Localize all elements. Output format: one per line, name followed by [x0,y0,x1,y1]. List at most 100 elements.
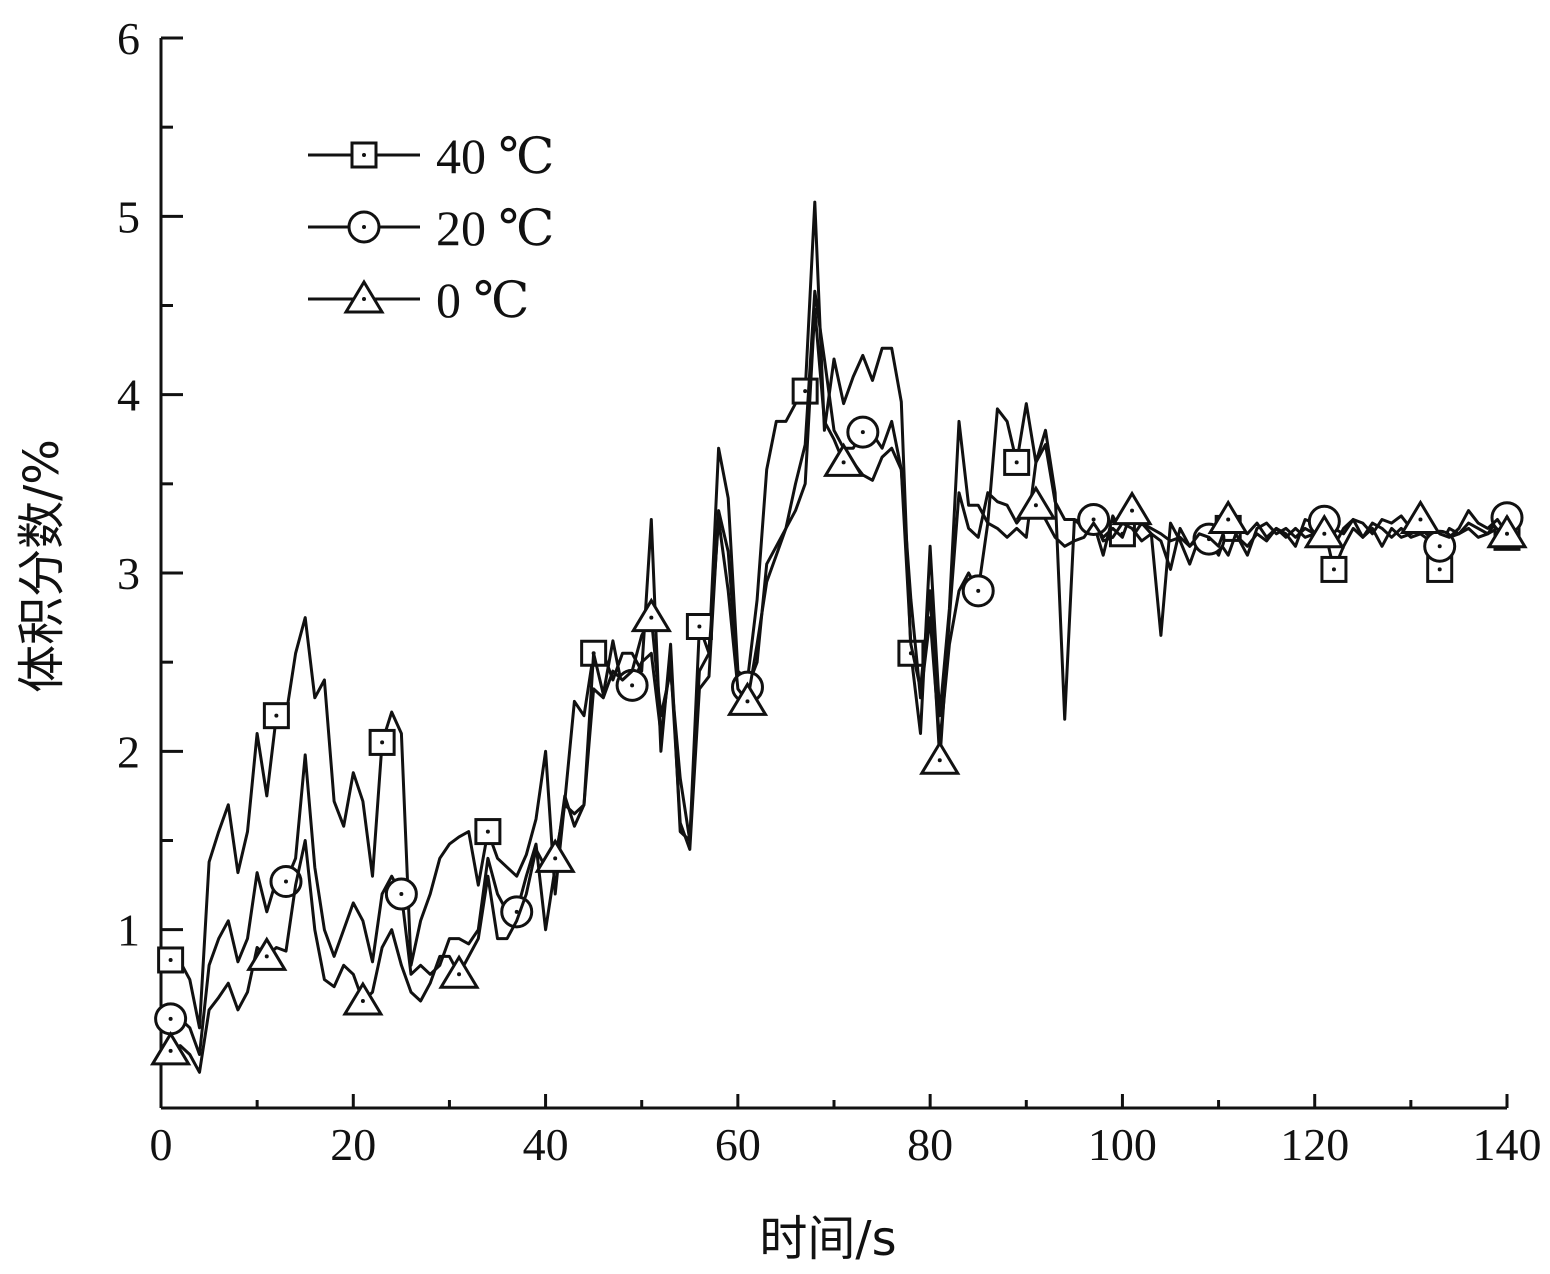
data-point [149,1031,192,1066]
data-point [1399,499,1442,534]
marker-dot [360,999,365,1003]
marker-dot [1322,531,1327,536]
x-tick-label: 0 [150,1119,173,1170]
data-point [474,818,502,846]
x-tick-label: 80 [907,1119,953,1170]
y-tick-label: 6 [117,13,140,64]
marker-dot [1091,517,1096,522]
legend-marker [343,279,385,314]
y-tick-label: 3 [117,548,140,599]
data-point [685,613,713,640]
data-point [500,895,534,929]
marker-dot [697,624,702,629]
marker-dot [1331,567,1336,572]
data-point [630,597,672,633]
marker-dot [362,297,366,301]
x-tick-label: 140 [1473,1119,1542,1170]
x-axis-label: 时间/s [759,1211,896,1267]
data-point [726,681,769,716]
series-line [170,289,1508,1056]
data-point [438,954,480,989]
data-point [791,377,819,405]
data-point [822,442,865,477]
data-point [157,946,185,974]
y-tick-label: 1 [117,905,140,956]
marker-dot [1505,531,1509,536]
legend-item: 40 ℃ [308,128,554,184]
marker-dot [168,957,173,962]
data-point [1320,555,1348,583]
marker-dot [399,892,404,896]
marker-dot [1130,508,1135,513]
marker-dot [1437,567,1442,572]
y-axis-label: 体积分数/% [14,439,70,693]
marker-dot [860,430,865,435]
marker-dot [380,740,385,745]
data-point [1303,513,1345,549]
data-point [1015,485,1057,520]
y-tick-label: 5 [117,191,140,242]
marker-dot [457,972,462,977]
marker-dot [1418,517,1423,522]
marker-dot [168,1048,173,1053]
series-square [157,200,1521,1030]
series-triangle [149,307,1528,1074]
legend: 40 ℃ 20 ℃ 0 ℃ [308,128,554,328]
marker-triangle [1111,490,1153,526]
marker-dot [841,460,846,465]
data-point [961,574,995,608]
marker-dot [1014,460,1019,465]
marker-dot [362,153,366,157]
data-point [1486,513,1528,549]
x-tick-label: 40 [523,1119,569,1170]
marker-dot [514,909,519,914]
data-point [1077,503,1111,536]
marker-dot [553,856,558,861]
marker-dot [649,615,654,620]
data-point [342,981,384,1016]
legend-item: 20 ℃ [308,200,554,256]
data-point [846,415,880,449]
legend-marker [347,210,381,244]
x-tick-label: 60 [715,1119,761,1170]
y-tick-label: 4 [117,370,140,421]
marker-dot [630,683,635,688]
data-point [384,877,418,911]
x-tick-label: 100 [1088,1119,1157,1170]
marker-dot [976,588,981,593]
axes: 0 20 40 60 80 100 120 140 1 2 3 4 5 6 [117,13,1542,1170]
data-point [269,865,303,899]
marker-dot [264,954,269,959]
marker-dot [1437,544,1442,549]
marker-dot [283,879,288,884]
series-layer [149,200,1528,1074]
series-circle [154,289,1524,1056]
legend-label: 0 ℃ [436,272,529,328]
marker-dot [1226,517,1231,522]
legend-label: 40 ℃ [436,128,554,184]
data-point [368,728,396,756]
marker-dot [1033,503,1038,508]
marker-dot [274,713,279,718]
data-point [154,1002,188,1036]
marker-dot [168,1016,173,1021]
x-tick-label: 120 [1280,1119,1349,1170]
legend-item: 0 ℃ [308,272,529,328]
marker-dot [362,225,366,229]
data-point [534,838,576,873]
series-line [170,200,1509,1030]
legend-marker [350,141,378,169]
marker-dot [745,699,750,704]
marker-dot [803,389,808,394]
data-point [1207,499,1249,534]
data-point [1423,529,1457,563]
data-point [615,668,649,702]
data-point [246,936,288,971]
marker-dot [937,758,942,763]
marker-dot [485,829,490,834]
data-point [1111,490,1153,526]
data-point [262,702,290,730]
x-tick-label: 20 [330,1119,376,1170]
data-point [1003,448,1031,476]
